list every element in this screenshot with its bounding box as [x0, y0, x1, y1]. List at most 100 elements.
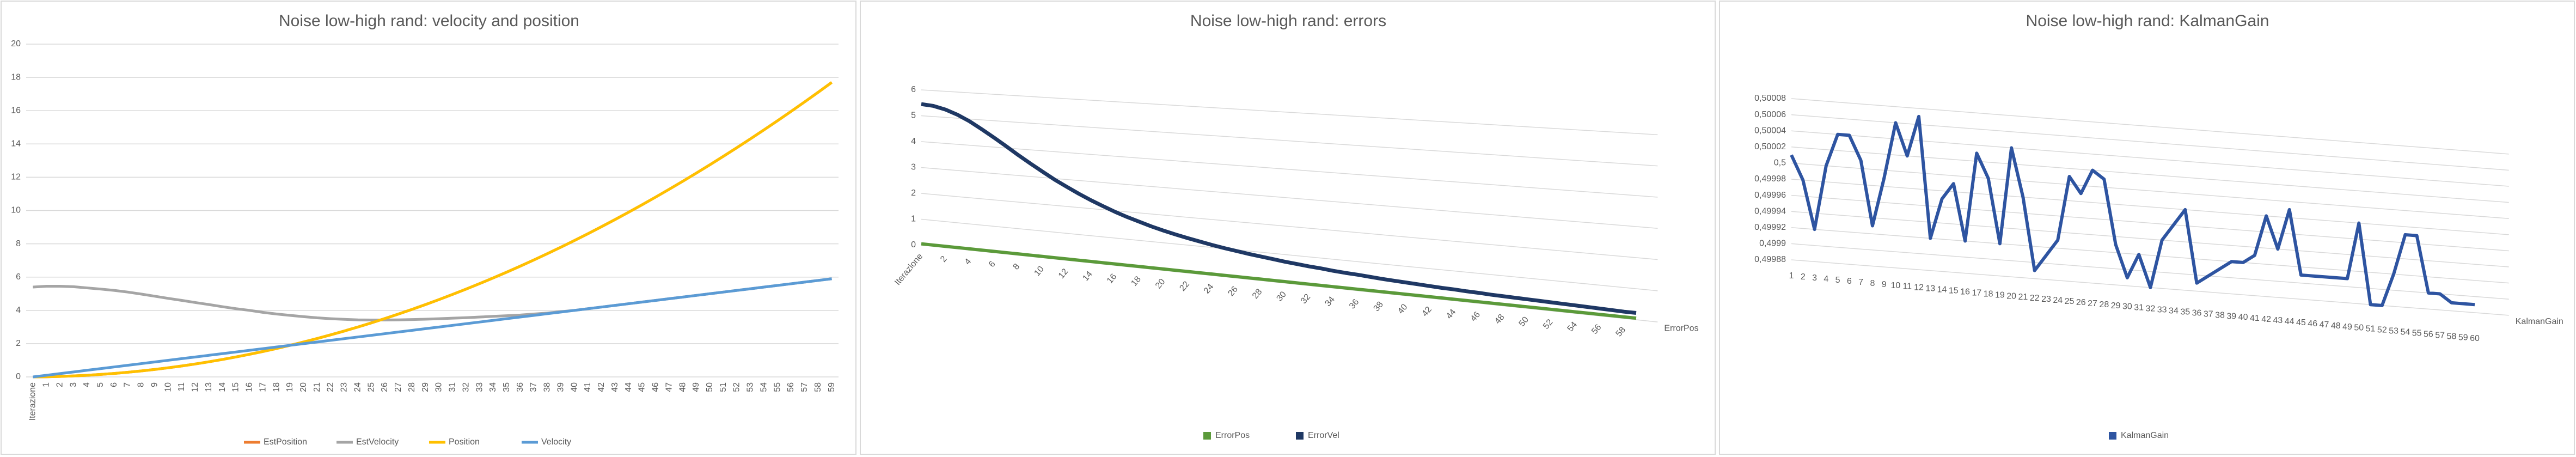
- x-tick-label: 9: [1882, 280, 1887, 289]
- x-tick-label: 54: [759, 382, 768, 392]
- x-tick-label: 42: [597, 382, 606, 392]
- x-tick-label: 6: [109, 382, 119, 387]
- legend-swatch: [2109, 432, 2116, 440]
- x-tick-label: 56: [786, 382, 796, 392]
- panel: [1719, 1, 2575, 455]
- y-tick-label: 6: [911, 85, 916, 94]
- x-tick-label: 40: [2238, 313, 2248, 322]
- y-tick-label: 16: [11, 106, 21, 115]
- x-tick-label: 20: [2006, 291, 2016, 301]
- x-tick-label: 45: [2296, 318, 2306, 327]
- x-tick-label: 1: [1789, 271, 1794, 281]
- x-tick-label: 28: [2099, 300, 2109, 309]
- x-tick-label: 25: [366, 382, 376, 392]
- x-tick-label: 12: [191, 382, 200, 392]
- x-tick-label: 13: [204, 382, 213, 392]
- legend-label: Position: [449, 437, 480, 447]
- y-tick-label: 3: [911, 163, 916, 172]
- x-tick-label: 2: [55, 382, 64, 387]
- x-tick-label: 15: [231, 382, 241, 392]
- grid-line: [1791, 211, 2509, 267]
- x-tick-label: 14: [218, 382, 227, 392]
- x-tick-label: Iterazione: [28, 382, 38, 421]
- x-tick-label: 3: [1812, 273, 1817, 283]
- legend-label: Velocity: [541, 437, 571, 447]
- series-line: [33, 81, 833, 379]
- x-tick-label: 41: [2250, 314, 2260, 323]
- grid-line: [1791, 147, 2509, 203]
- x-tick-label: 11: [177, 382, 186, 392]
- x-tick-label: 13: [1925, 284, 1935, 294]
- x-tick-label: 29: [2111, 301, 2121, 310]
- x-tick-label: 59: [2458, 333, 2468, 342]
- x-tick-label: 49: [692, 382, 701, 392]
- x-tick-label: 14: [1937, 285, 1947, 295]
- y-tick-label: 0,49988: [1754, 255, 1786, 264]
- x-tick-label: 7: [1858, 278, 1863, 287]
- chart-title: Noise low-high rand: velocity and positi…: [279, 12, 579, 30]
- x-tick-label: 58: [813, 382, 823, 392]
- grid-line: [1791, 114, 2509, 171]
- x-tick-label: 2: [1801, 272, 1806, 282]
- y-tick-label: 8: [16, 239, 21, 248]
- y-tick-label: 4: [16, 306, 21, 315]
- series-line: [921, 242, 1637, 320]
- depth-axis-label: KalmanGain: [2516, 317, 2563, 326]
- x-tick-label: 17: [1972, 288, 1981, 297]
- y-tick-label: 12: [11, 173, 21, 182]
- y-tick-label: 20: [11, 39, 21, 48]
- series-line: [1790, 114, 2475, 307]
- x-tick-label: 27: [394, 382, 403, 392]
- legend-label: ErrorPos: [1215, 431, 1250, 440]
- x-tick-label: 50: [705, 382, 714, 392]
- y-tick-label: 0,50008: [1754, 94, 1786, 103]
- x-tick-label: 31: [2134, 303, 2144, 313]
- grid-line: [921, 193, 1658, 260]
- x-tick-label: 57: [2435, 331, 2445, 340]
- x-tick-label: 26: [380, 382, 389, 392]
- x-tick-label: 43: [2273, 316, 2283, 325]
- x-tick-label: 52: [2377, 326, 2387, 335]
- y-tick-label: 0,50006: [1754, 110, 1786, 119]
- x-tick-label: 10: [163, 382, 173, 392]
- x-tick-label: 51: [719, 382, 728, 392]
- x-tick-label: 26: [2076, 298, 2086, 307]
- x-tick-label: 24: [353, 382, 362, 392]
- x-tick-label: 18: [1984, 289, 1993, 298]
- grid-line: [921, 167, 1658, 229]
- x-tick-label: 23: [2041, 295, 2051, 304]
- panel: [1, 1, 856, 455]
- x-tick-label: 22: [2030, 294, 2040, 303]
- y-tick-label: 4: [911, 137, 916, 146]
- x-tick-label: 31: [448, 382, 457, 392]
- grid-line: [1791, 179, 2509, 235]
- y-tick-label: 2: [16, 339, 21, 348]
- x-tick-label: 35: [502, 382, 511, 392]
- x-tick-label: 41: [583, 382, 592, 392]
- x-tick-label: 10: [1891, 281, 1901, 290]
- x-tick-label: 7: [123, 382, 132, 387]
- x-tick-label: 11: [1902, 282, 1912, 291]
- legend-swatch: [1203, 432, 1211, 440]
- x-tick-label: 32: [2146, 304, 2156, 314]
- x-tick-label: 46: [2308, 319, 2317, 328]
- x-tick-label: 53: [2389, 327, 2398, 336]
- grid-line: [921, 141, 1658, 198]
- x-tick-label: 54: [2400, 328, 2410, 337]
- x-tick-label: 59: [827, 382, 836, 392]
- x-tick-label: 40: [570, 382, 579, 392]
- x-tick-label: 38: [2215, 310, 2225, 320]
- x-tick-label: 3: [69, 382, 78, 387]
- x-tick-label: 17: [258, 382, 267, 392]
- x-tick-label: 28: [407, 382, 417, 392]
- legend-label: ErrorVel: [1308, 431, 1339, 440]
- y-tick-label: 0,4999: [1759, 239, 1786, 248]
- y-tick-label: 0,49998: [1754, 174, 1786, 184]
- x-tick-label: 33: [475, 382, 484, 392]
- y-tick-label: 0,49992: [1754, 223, 1786, 232]
- grid-line: [1791, 194, 2509, 252]
- grid-line: [921, 218, 1658, 291]
- x-tick-label: 49: [2342, 322, 2352, 332]
- x-tick-label: 1: [42, 382, 51, 387]
